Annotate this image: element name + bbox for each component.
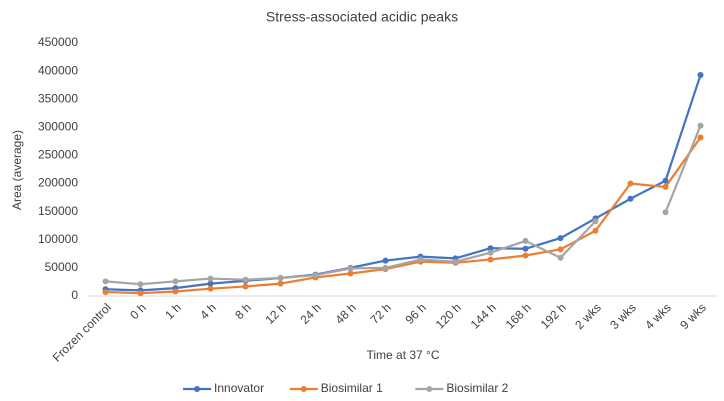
data-point <box>277 275 284 282</box>
y-tick-label: 0 <box>71 288 78 302</box>
y-tick-label: 250000 <box>38 148 78 162</box>
y-tick-label: 150000 <box>38 204 78 218</box>
legend-label: Innovator <box>214 381 264 395</box>
data-point <box>592 218 599 225</box>
data-point <box>137 281 144 288</box>
x-tick-label: 24 h <box>297 300 323 326</box>
data-point <box>662 183 669 190</box>
data-point <box>662 209 669 216</box>
data-point <box>627 180 634 187</box>
x-tick-label: 96 h <box>402 300 428 326</box>
x-tick-label: 4 wks <box>642 300 674 332</box>
data-point <box>522 252 529 259</box>
y-tick-label: 200000 <box>38 176 78 190</box>
x-tick-label: 9 wks <box>677 300 709 332</box>
data-point <box>522 237 529 244</box>
y-tick-label: 50000 <box>45 260 79 274</box>
legend-marker <box>426 386 433 392</box>
data-point <box>452 258 459 265</box>
data-point <box>207 280 214 287</box>
data-point <box>207 285 214 292</box>
y-tick-label: 100000 <box>38 232 78 246</box>
data-point <box>487 245 494 252</box>
y-axis-label: Area (average) <box>10 130 24 210</box>
y-tick-label: 300000 <box>38 120 78 134</box>
data-point <box>347 270 354 277</box>
x-tick-label: 2 wks <box>572 300 604 332</box>
data-point <box>697 134 704 141</box>
data-point <box>662 177 669 184</box>
data-point <box>102 289 109 296</box>
data-point <box>172 278 179 285</box>
data-point <box>522 245 529 252</box>
x-tick-label: 48 h <box>332 300 358 326</box>
data-point <box>172 288 179 295</box>
data-point <box>242 276 249 283</box>
x-tick-label: 120 h <box>433 300 464 331</box>
y-tick-label: 350000 <box>38 91 78 105</box>
y-tick-label: 400000 <box>38 63 78 77</box>
data-point <box>382 264 389 271</box>
data-point <box>557 254 564 261</box>
series-line <box>105 74 702 292</box>
data-point <box>312 272 319 279</box>
legend-marker <box>194 386 201 392</box>
data-point <box>242 283 249 290</box>
data-point <box>137 290 144 297</box>
data-point <box>417 256 424 263</box>
data-point <box>697 72 704 79</box>
data-point <box>592 227 599 234</box>
chart-title: Stress-associated acidic peaks <box>266 9 458 25</box>
x-tick-label: 1 h <box>162 300 184 322</box>
data-point <box>697 122 704 129</box>
data-point <box>487 249 494 256</box>
x-tick-label: 12 h <box>262 300 288 326</box>
x-tick-label: 0 h <box>127 300 149 322</box>
data-point <box>557 235 564 242</box>
data-point <box>207 275 214 282</box>
data-point <box>347 265 354 272</box>
x-tick-label: 8 h <box>232 300 254 322</box>
x-tick-label: 168 h <box>503 300 534 331</box>
data-point <box>627 195 634 202</box>
x-tick-label: 192 h <box>538 300 569 331</box>
x-tick-label: Frozen control <box>50 300 114 364</box>
y-tick-label: 450000 <box>38 35 78 49</box>
series-line <box>105 125 702 286</box>
legend-label: Biosimilar 2 <box>446 381 508 395</box>
data-point <box>487 256 494 263</box>
x-tick-label: 72 h <box>367 300 393 326</box>
legend-marker <box>300 386 307 392</box>
data-point <box>557 246 564 253</box>
data-point <box>382 257 389 264</box>
x-tick-label: 144 h <box>468 300 499 331</box>
data-point <box>277 280 284 287</box>
x-tick-label: 3 wks <box>607 300 639 332</box>
legend-label: Biosimilar 1 <box>321 381 383 395</box>
x-axis-label: Time at 37 °C <box>366 348 439 362</box>
x-tick-label: 4 h <box>197 300 219 322</box>
series-line <box>105 136 702 295</box>
data-point <box>102 278 109 285</box>
